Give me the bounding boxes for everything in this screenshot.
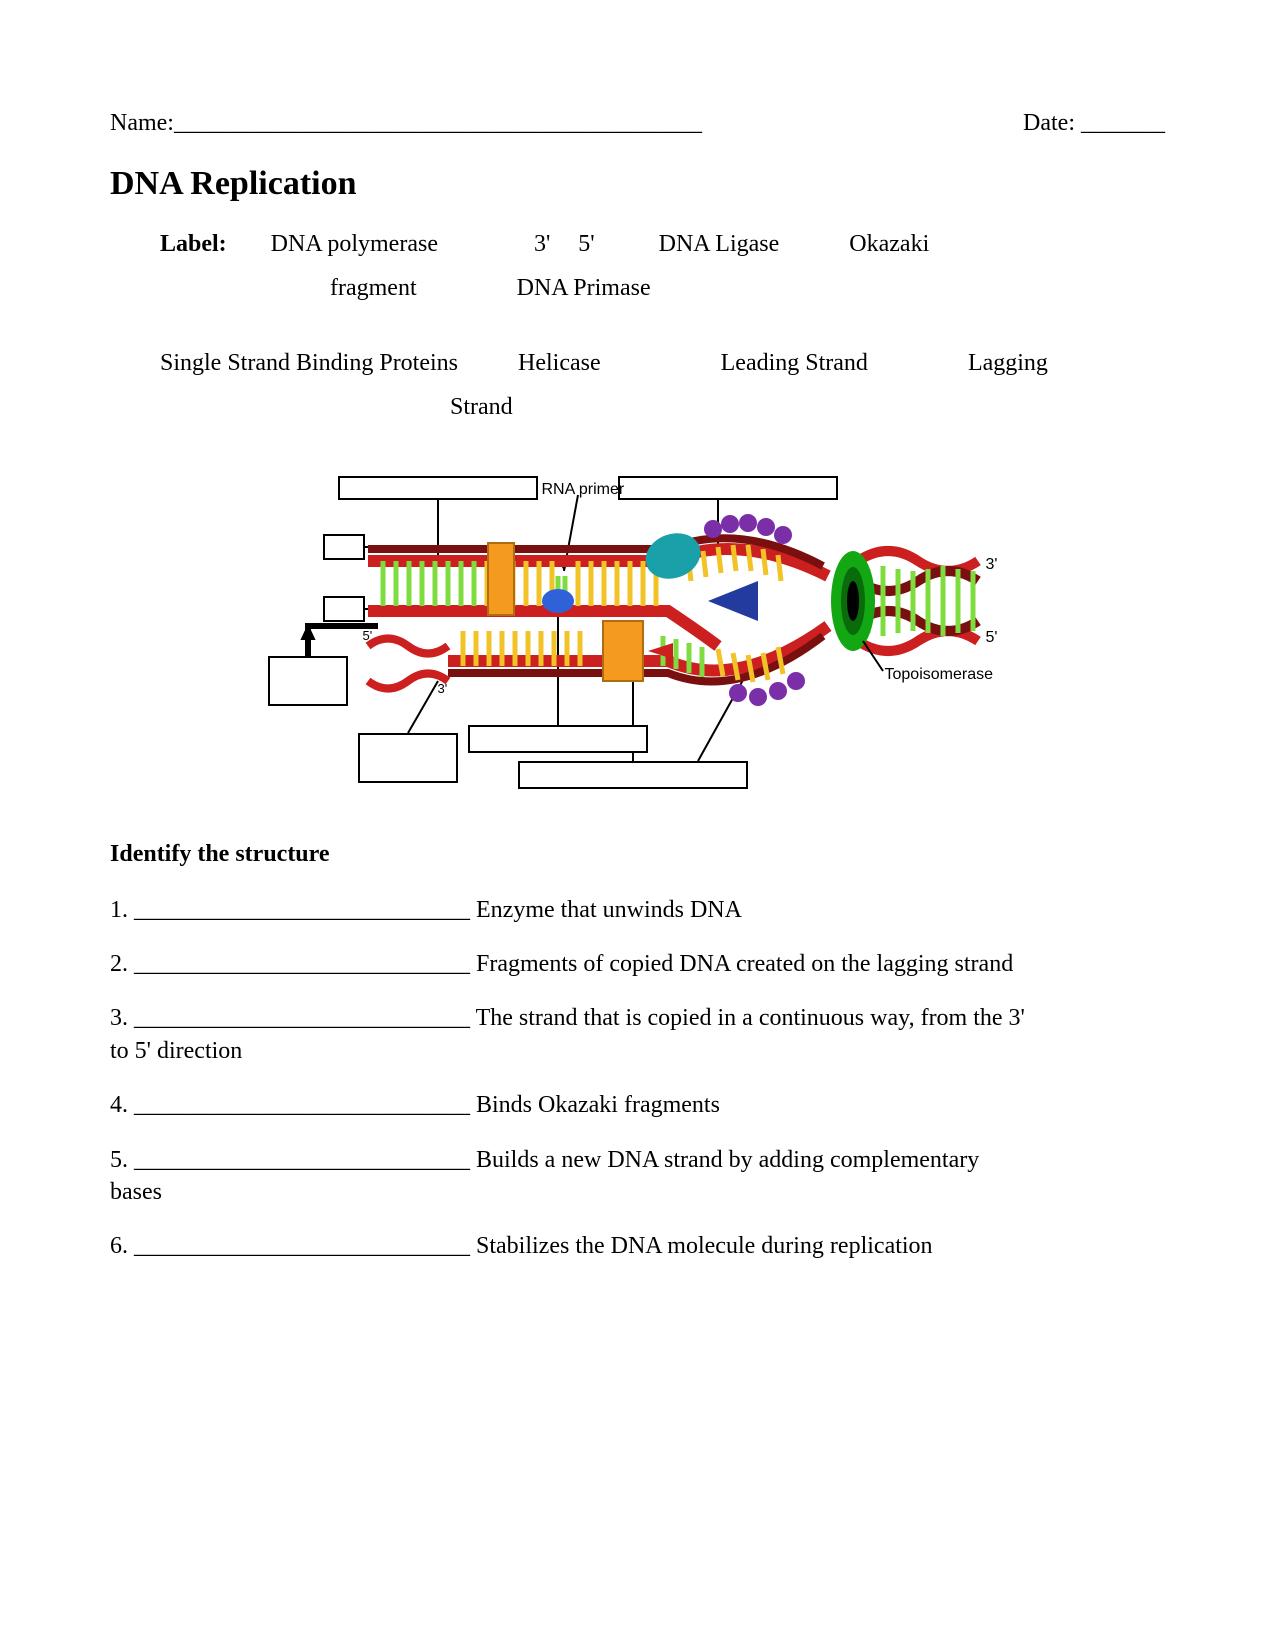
fill-in-box[interactable] xyxy=(323,534,365,560)
bank-term: Leading Strand xyxy=(721,344,868,382)
bank-term: DNA polymerase xyxy=(271,225,438,263)
identify-heading: Identify the structure xyxy=(110,841,1165,868)
question-list: 1. ____________________________ Enzyme t… xyxy=(110,894,1165,1263)
fill-in-box[interactable] xyxy=(618,476,838,500)
bank-term: Helicase xyxy=(518,344,601,382)
bank-term: 5' xyxy=(578,225,594,263)
bank-term: DNA Primase xyxy=(517,269,651,307)
worksheet-page: Name:___________________________________… xyxy=(0,0,1275,1651)
primase xyxy=(639,525,707,585)
bank-term: Okazaki xyxy=(849,225,929,263)
label-word-bank: Label: DNA polymerase 3' 5' DNA Ligase O… xyxy=(110,225,1165,427)
question-item: 2. ____________________________ Fragment… xyxy=(110,948,1165,980)
question-item: 1. ____________________________ Enzyme t… xyxy=(110,894,1165,926)
question-item: 6. ____________________________ Stabiliz… xyxy=(110,1230,1165,1262)
name-field[interactable]: Name:___________________________________… xyxy=(110,110,702,137)
fill-in-box[interactable] xyxy=(323,596,365,622)
bank-term: Lagging xyxy=(968,344,1048,382)
fill-in-box[interactable] xyxy=(468,725,648,753)
header-row: Name:___________________________________… xyxy=(110,110,1165,137)
question-item: 4. ____________________________ Binds Ok… xyxy=(110,1089,1165,1121)
fill-in-box[interactable] xyxy=(518,761,748,789)
bank-term: Single Strand Binding Proteins xyxy=(160,344,458,382)
page-title: DNA Replication xyxy=(110,165,1165,203)
date-field[interactable]: Date: _______ xyxy=(1023,110,1165,137)
five-prime-label: 5' xyxy=(986,629,998,647)
five-prime-small: 5' xyxy=(363,628,373,643)
bank-term: fragment xyxy=(330,269,417,307)
three-prime-label: 3' xyxy=(986,556,998,574)
label-heading: Label: xyxy=(160,225,227,263)
dna-ligase xyxy=(542,589,574,613)
rna-primer-label: RNA primer xyxy=(542,481,625,499)
fill-in-box[interactable] xyxy=(268,656,348,706)
bank-term: DNA Ligase xyxy=(659,225,780,263)
dna-polymerase-top xyxy=(488,543,514,615)
helicase xyxy=(708,581,758,621)
fill-in-box[interactable] xyxy=(358,733,458,783)
replication-diagram: RNA primer Topoisomerase 3' 5' 5' 3' xyxy=(268,471,1008,801)
fill-in-box[interactable] xyxy=(338,476,538,500)
topoisomerase-label: Topoisomerase xyxy=(885,666,994,684)
question-item: 5. ____________________________ Builds a… xyxy=(110,1144,1165,1209)
three-prime-small: 3' xyxy=(438,681,448,696)
bank-term: Strand xyxy=(450,388,513,426)
dna-polymerase-bottom xyxy=(603,621,643,681)
bank-term: 3' xyxy=(534,225,550,263)
question-item: 3. ____________________________ The stra… xyxy=(110,1002,1165,1067)
